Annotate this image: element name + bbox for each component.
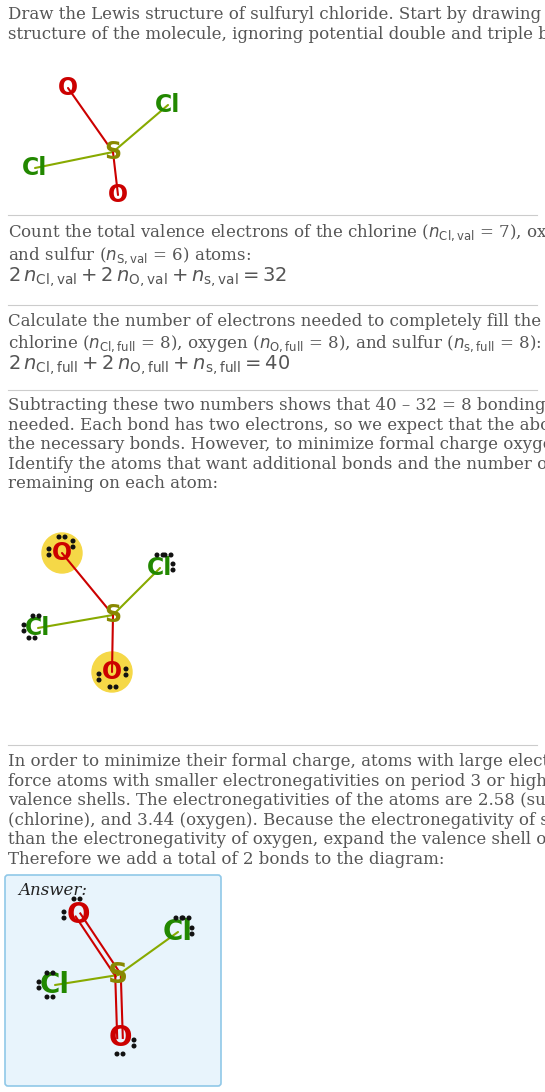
Circle shape (51, 971, 55, 975)
Text: O: O (108, 183, 128, 207)
Circle shape (72, 898, 76, 901)
Text: Cl: Cl (163, 918, 193, 946)
Text: Answer:: Answer: (18, 882, 87, 899)
Circle shape (37, 614, 41, 618)
Circle shape (115, 1053, 119, 1056)
Circle shape (171, 562, 175, 566)
FancyBboxPatch shape (5, 875, 221, 1087)
Text: O: O (58, 76, 78, 100)
Circle shape (51, 995, 55, 999)
Circle shape (42, 533, 82, 573)
Circle shape (37, 986, 41, 989)
Circle shape (71, 545, 75, 549)
Circle shape (92, 652, 132, 692)
Circle shape (114, 685, 118, 689)
Circle shape (33, 637, 37, 640)
Text: Count the total valence electrons of the chlorine ($n_{\mathrm{Cl,val}}$ = 7), o: Count the total valence electrons of the… (8, 222, 545, 266)
Text: Cl: Cl (147, 556, 173, 580)
Circle shape (121, 1053, 125, 1056)
Circle shape (180, 916, 184, 919)
Text: $2\,n_{\mathrm{Cl,full}} + 2\,n_{\mathrm{O,full}} + n_{\mathrm{s,full}} = 40$: $2\,n_{\mathrm{Cl,full}} + 2\,n_{\mathrm… (8, 353, 290, 377)
Circle shape (97, 678, 101, 681)
Circle shape (62, 911, 66, 914)
Text: $2\,n_{\mathrm{Cl,val}} + 2\,n_{\mathrm{O,val}} + n_{\mathrm{s,val}} = 32$: $2\,n_{\mathrm{Cl,val}} + 2\,n_{\mathrm{… (8, 265, 287, 289)
Text: S: S (105, 603, 122, 627)
Text: Cl: Cl (155, 93, 181, 117)
Circle shape (174, 916, 178, 919)
Text: Cl: Cl (25, 616, 51, 640)
Circle shape (31, 614, 35, 618)
Circle shape (132, 1044, 136, 1048)
Circle shape (187, 916, 191, 919)
Circle shape (190, 926, 194, 929)
Circle shape (181, 916, 185, 919)
Circle shape (45, 995, 49, 999)
Circle shape (124, 673, 128, 677)
Circle shape (37, 981, 41, 984)
Text: In order to minimize their formal charge, atoms with large electronegativities c: In order to minimize their formal charge… (8, 753, 545, 868)
Text: Cl: Cl (22, 156, 48, 180)
Text: O: O (108, 1024, 132, 1052)
Circle shape (62, 916, 66, 919)
Text: Draw the Lewis structure of sulfuryl chloride. Start by drawing the overall
stru: Draw the Lewis structure of sulfuryl chl… (8, 5, 545, 43)
Circle shape (45, 971, 49, 975)
Circle shape (132, 1038, 136, 1042)
Text: S: S (105, 140, 122, 164)
Circle shape (190, 933, 194, 936)
Circle shape (71, 539, 75, 543)
Circle shape (47, 547, 51, 550)
Circle shape (22, 624, 26, 627)
Circle shape (161, 554, 165, 557)
Circle shape (169, 554, 173, 557)
Circle shape (163, 554, 167, 557)
Text: Subtracting these two numbers shows that 40 – 32 = 8 bonding electrons are
neede: Subtracting these two numbers shows that… (8, 397, 545, 492)
Circle shape (171, 568, 175, 572)
Circle shape (108, 685, 112, 689)
Text: O: O (52, 541, 72, 565)
Text: Calculate the number of electrons needed to completely fill the valence shells f: Calculate the number of electrons needed… (8, 313, 545, 354)
Circle shape (57, 535, 61, 538)
Circle shape (155, 554, 159, 557)
Circle shape (78, 898, 82, 901)
Circle shape (97, 673, 101, 676)
Text: S: S (108, 961, 128, 989)
Circle shape (124, 667, 128, 670)
Circle shape (47, 554, 51, 557)
Text: O: O (102, 660, 122, 684)
Text: Cl: Cl (40, 971, 70, 999)
Circle shape (27, 637, 31, 640)
Circle shape (63, 535, 67, 538)
Circle shape (22, 629, 26, 632)
Text: O: O (66, 901, 90, 929)
